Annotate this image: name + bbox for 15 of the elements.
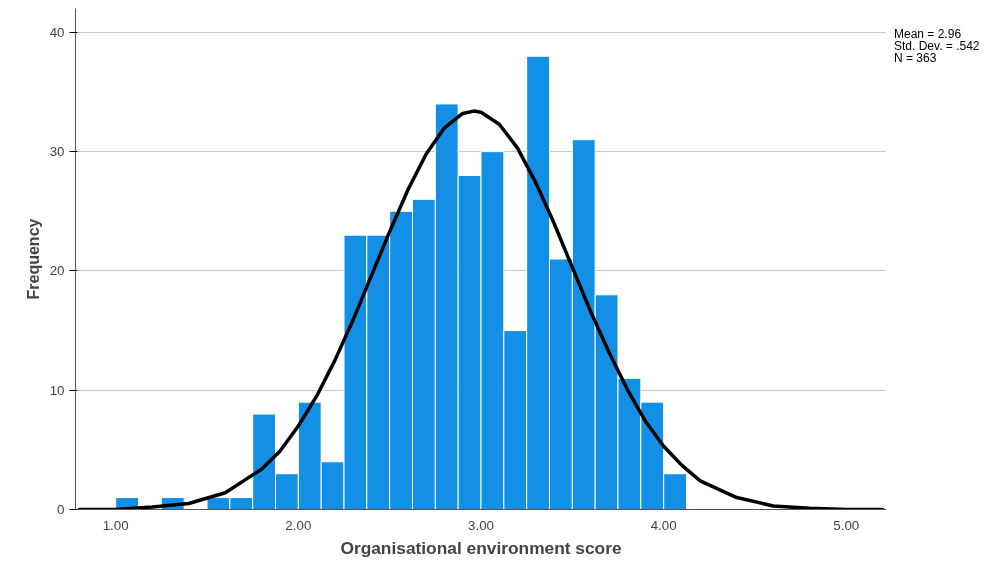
x-tick-label: 3.00 <box>468 517 494 533</box>
y-tick-label: 40 <box>49 24 65 40</box>
x-tick-label: 1.00 <box>102 517 129 533</box>
x-axis-title: Organisational environment score <box>340 537 622 558</box>
x-tick-label: 5.00 <box>833 517 860 533</box>
text: N = 363 <box>894 51 937 65</box>
text: Std. Dev. = .542 <box>894 39 980 53</box>
y-tick-label: 10 <box>49 382 65 398</box>
text: Mean = 2.96 <box>894 27 962 41</box>
x-tick-label: 4.00 <box>650 517 677 533</box>
x-tick-label: 2.00 <box>285 517 312 533</box>
y-axis-title: Frequency <box>24 218 42 300</box>
y-tick-label: 20 <box>49 263 65 279</box>
y-tick-label: 0 <box>57 502 65 517</box>
y-tick-label: 30 <box>49 144 65 160</box>
